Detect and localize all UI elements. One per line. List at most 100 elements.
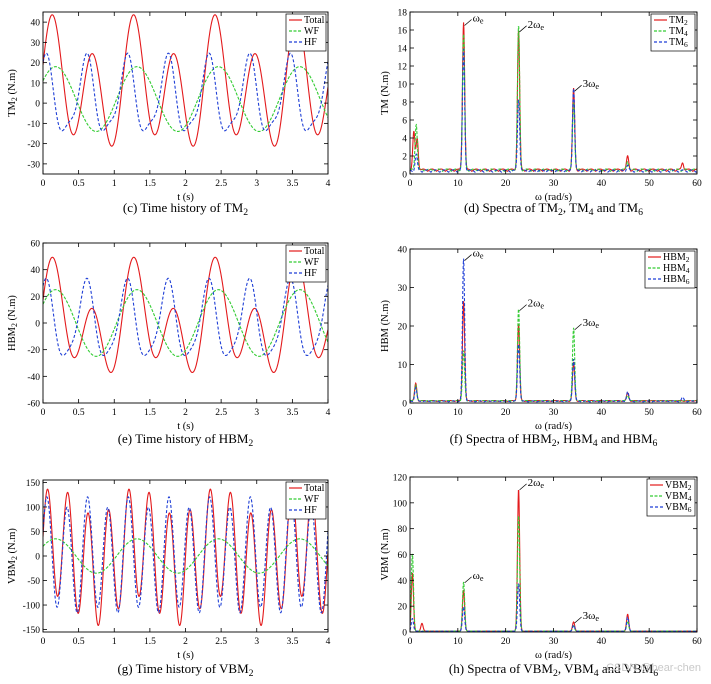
y-tick-label: -60 (27, 400, 40, 410)
y-tick-label: 30 (31, 39, 41, 49)
chart-caption: (d) Spectra of TM2, TM4 and TM6 (464, 200, 643, 218)
y-tick-label: -30 (27, 160, 40, 170)
y-tick-label: 10 (31, 79, 41, 89)
annotation-leader (519, 25, 527, 33)
x-tick-label: 20 (501, 637, 511, 647)
y-tick-label: -20 (27, 140, 40, 150)
y-tick-label: -150 (23, 626, 41, 636)
chart-f: 0 10 20 30 40 50 60 0 10 20 30 40 ω (rad/s) HBM (N.m)… (380, 246, 702, 449)
legend-label: TM6 (669, 37, 688, 49)
annotation-leader (574, 616, 582, 624)
chart-e: 0 0.5 1 1.5 2 2.5 3 3.5 4 -60 -40 -20 0 20 40 60 t (s) HB… (7, 240, 331, 449)
x-tick-label: 4 (326, 179, 331, 189)
y-tick-label: 0 (402, 629, 407, 639)
x-tick-label: 2 (183, 408, 188, 418)
y-axis-label: HBM2 (N.m) (7, 295, 19, 351)
legend-label: Total (304, 246, 325, 257)
annotation-leader (464, 19, 472, 26)
series-line-wf (43, 66, 328, 133)
chart-g: 0 0.5 1 1.5 2 2.5 3 3.5 4 -150 -100 -50 0 50 100 150 t (… (7, 479, 331, 679)
legend-label: TM4 (669, 26, 688, 38)
y-tick-label: 14 (398, 45, 408, 55)
y-tick-label: -20 (27, 346, 40, 356)
x-tick-label: 1.5 (144, 408, 156, 418)
watermark: CSDN @bear-chen (606, 662, 701, 674)
y-tick-label: 16 (398, 27, 408, 37)
x-tick-label: 50 (644, 179, 654, 189)
x-tick-label: 60 (692, 179, 702, 189)
annotation-label: ωe (473, 248, 484, 261)
series-line-tm6 (410, 48, 697, 173)
y-tick-label: 40 (398, 577, 408, 587)
x-axis-label: t (s) (177, 650, 194, 661)
x-tick-label: 4 (326, 637, 331, 647)
annotation-label: 2ωe (528, 477, 545, 490)
y-tick-label: 0 (402, 171, 407, 181)
y-tick-label: 50 (31, 528, 41, 538)
x-tick-label: 40 (597, 637, 607, 647)
y-tick-label: 100 (393, 499, 408, 509)
y-axis-label: HBM (N.m) (380, 300, 391, 352)
annotation-label: 3ωe (583, 78, 600, 91)
legend-label: HBM2 (663, 252, 690, 264)
chart-caption: (h) Spectra of VBM2, VBM4 and VBM6 (449, 661, 658, 679)
legend-label: HBM6 (663, 274, 690, 286)
legend-label: WF (304, 494, 319, 505)
chart-c: 0 0.5 1 1.5 2 2.5 3 3.5 4 -30 -20 -10 0 10 20 30 40 t (s)… (7, 11, 331, 218)
legend-label: HF (304, 268, 317, 279)
legend-label: WF (304, 26, 319, 37)
annotation-label: 2ωe (528, 19, 545, 32)
x-tick-label: 0 (41, 179, 46, 189)
y-axis-label: TM2 (N.m) (7, 69, 19, 117)
annotation-leader (464, 576, 472, 584)
x-tick-label: 0.5 (73, 408, 85, 418)
chart-caption: (c) Time history of TM2 (123, 200, 248, 218)
x-tick-label: 2.5 (215, 408, 227, 418)
y-tick-label: 60 (398, 551, 408, 561)
x-tick-label: 4 (326, 408, 331, 418)
y-tick-label: 20 (398, 323, 408, 333)
x-tick-label: 40 (597, 408, 607, 418)
x-tick-label: 1 (112, 179, 117, 189)
y-tick-label: 12 (398, 63, 408, 73)
series-line-wf (43, 538, 328, 574)
annotation-leader (519, 304, 527, 311)
annotation-label: ωe (473, 13, 484, 26)
x-tick-label: 10 (453, 179, 463, 189)
annotation-label: 3ωe (583, 610, 600, 623)
series-line-vbm4 (410, 515, 697, 632)
legend-box (285, 481, 327, 520)
annotation-leader (574, 323, 582, 331)
y-axis-label: VBM2 (N.m) (7, 528, 19, 584)
x-tick-label: 40 (597, 179, 607, 189)
legend-label: TM2 (669, 15, 688, 27)
x-tick-label: 20 (501, 408, 511, 418)
x-axis-label: t (s) (177, 421, 194, 432)
x-tick-label: 0 (41, 637, 46, 647)
y-tick-label: 0 (35, 100, 40, 110)
y-tick-label: -10 (27, 120, 40, 130)
legend-label: HF (304, 37, 317, 48)
annotation-leader (464, 254, 472, 261)
annotation-leader (519, 483, 527, 491)
x-tick-label: 3.5 (286, 179, 298, 189)
y-tick-label: 10 (398, 81, 408, 91)
series-line-tm4 (410, 25, 697, 173)
y-tick-label: 0 (35, 553, 40, 563)
y-tick-label: 6 (402, 117, 407, 127)
annotation-label: ωe (473, 570, 484, 583)
x-tick-label: 1.5 (144, 179, 156, 189)
y-tick-label: 0 (35, 320, 40, 330)
series-line-hf (43, 52, 328, 132)
y-tick-label: 20 (398, 603, 408, 613)
y-tick-label: 100 (26, 503, 41, 513)
y-tick-label: -40 (27, 373, 40, 383)
x-tick-label: 3.5 (286, 637, 298, 647)
y-tick-label: 0 (402, 400, 407, 410)
legend-label: VBM2 (665, 480, 692, 492)
y-tick-label: 150 (26, 479, 41, 489)
series-line-total (43, 14, 328, 147)
x-tick-label: 50 (644, 637, 654, 647)
x-tick-label: 2.5 (215, 637, 227, 647)
